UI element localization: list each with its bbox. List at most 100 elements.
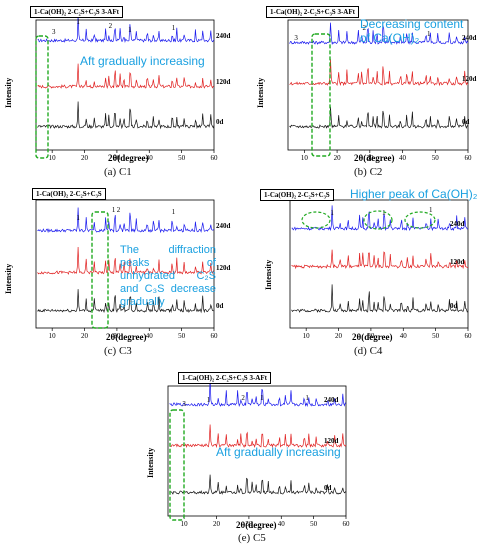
series-label-120d: 120d (324, 437, 339, 445)
series-line-0d (37, 289, 215, 314)
panel-c2: 10 20 30 40 50 60 240d 120d 0d 3 2 1 1-Ca(OH)₂ 2-C₂… (250, 0, 489, 182)
series-label-240d: 240d (216, 32, 231, 40)
x-axis-label-c4: 2θ(degree) (352, 332, 393, 342)
x-tick-label: 20 (213, 520, 221, 528)
series-line-120d (291, 249, 469, 270)
x-tick-label: 40 (146, 332, 154, 340)
annotation-c2-line1: Decreasing content (360, 17, 464, 31)
panel-c1: 10 20 30 40 50 60 240d 120d 0d 3 1 2 1 1 1-Ca(OH)₂ 2-… (0, 0, 240, 182)
plot-frame (167, 385, 347, 517)
x-tick-label: 20 (334, 154, 342, 162)
legend-box-c1: 1-Ca(OH)₂ 2-C₂S+C₃S 3-AFt (30, 6, 123, 18)
x-tick-label: 30 (367, 332, 375, 340)
x-tick-label: 60 (343, 520, 351, 528)
caption-c4: (d) C4 (354, 345, 383, 357)
caption-c3: (c) C3 (104, 345, 132, 357)
series-label-120d: 120d (216, 264, 231, 272)
plot-frame (287, 19, 469, 151)
series-label-120d: 120d (462, 75, 477, 83)
peak-marker: 1 (172, 208, 176, 216)
x-tick-label: 50 (432, 154, 440, 162)
highlight-ellipse (363, 210, 393, 230)
series-line-240d (169, 378, 347, 407)
x-tick-label: 30 (366, 154, 374, 162)
x-tick-label: 50 (310, 520, 318, 528)
x-tick-label: 10 (49, 154, 57, 162)
plot-frame (35, 199, 215, 329)
panel-c3: 10 20 30 40 50 60 240d 120d 0d 1 1 2 1 1-Ca(OH)₂ 2-C… (0, 182, 240, 360)
series-label-0d: 0d (450, 302, 458, 310)
x-tick-label: 60 (465, 154, 473, 162)
series-line-120d (37, 63, 214, 90)
peak-marker: 2 (109, 22, 113, 30)
peak-marker: 1 (260, 394, 264, 402)
highlight-box (169, 409, 185, 521)
peak-marker: 1 (207, 396, 211, 404)
y-axis-label-c2: Intensity (256, 77, 265, 108)
annotation-c4: Higher peak of Ca(OH)₂ (350, 187, 478, 201)
annotation-c1: Aft gradually increasing (80, 54, 205, 68)
series-line-120d (289, 59, 469, 87)
y-axis-label-c4: Intensity (264, 259, 273, 290)
series-label-0d: 0d (462, 118, 470, 126)
x-tick-label: 50 (178, 154, 186, 162)
legend-box-c2: 1-Ca(OH)₂ 2-C₂S+C₃S 3-AFt (266, 6, 359, 18)
panel-c4: 10 20 30 40 50 60 240d 120d 0d 1 1 1 1-Ca(OH)₂ 2-C₂… (250, 182, 489, 360)
peak-marker: 2 (363, 24, 367, 32)
series-line-0d (291, 284, 469, 313)
peak-marker: 1 (429, 206, 433, 214)
peak-marker: 1 (382, 209, 386, 217)
x-tick-label: 40 (399, 154, 407, 162)
series-line-0d (289, 106, 469, 129)
x-tick-label: 20 (81, 332, 89, 340)
x-tick-label: 10 (181, 520, 189, 528)
xrd-chart-c1: 10 20 30 40 50 60 240d 120d 0d 3 1 2 1 1 (35, 13, 231, 162)
x-tick-label: 60 (211, 332, 219, 340)
x-tick-label: 40 (146, 154, 154, 162)
peak-marker: 3 (52, 28, 56, 36)
xrd-chart-c4: 10 20 30 40 50 60 240d 120d 0d 1 1 1 (289, 199, 473, 340)
caption-c2: (b) C2 (354, 166, 383, 178)
series-label-240d: 240d (462, 34, 477, 42)
series-label-0d: 0d (216, 302, 224, 310)
highlight-box (35, 35, 49, 159)
annotation-c2-line2: of Ca(OH)₂ (360, 31, 420, 45)
xrd-chart-c5: 10 20 30 40 50 60 240d 120d 0d 3 1 2 1 1 (167, 378, 351, 528)
x-tick-label: 60 (465, 332, 473, 340)
legend-box-c5: 1-Ca(OH)₂ 2-C₂S+C₃S 3-AFt (178, 372, 271, 384)
series-label-0d: 0d (216, 118, 224, 126)
series-line-0d (37, 101, 215, 130)
highlight-ellipse (404, 211, 436, 229)
peak-marker: 2 (117, 206, 121, 214)
x-tick-label: 20 (81, 154, 89, 162)
series-line-120d (169, 424, 347, 449)
peak-marker: 1 (305, 394, 309, 402)
caption-c5: (e) C5 (238, 532, 266, 544)
x-tick-label: 40 (278, 520, 286, 528)
legend-box-c4: 1-Ca(OH)₂ 2-C₂S+C₃S (260, 189, 334, 201)
series-label-120d: 120d (216, 78, 231, 86)
x-tick-label: 30 (113, 332, 121, 340)
peak-marker: 1 (427, 30, 431, 38)
x-tick-label: 20 (335, 332, 343, 340)
series-line-240d (291, 205, 469, 232)
x-tick-label: 60 (211, 154, 219, 162)
series-label-240d: 240d (324, 396, 339, 404)
legend-box-c3: 1-Ca(OH)₂ 2-C₂S+C₃S (32, 188, 106, 200)
peak-marker: 2 (241, 394, 245, 402)
plot-frame (289, 199, 469, 329)
peak-marker: 1 (172, 24, 176, 32)
series-label-120d: 120d (450, 258, 465, 266)
x-axis-label-c5: 2θ(degree) (236, 520, 277, 530)
highlight-ellipse (301, 211, 331, 229)
peak-marker: 1 (330, 209, 334, 217)
x-tick-label: 10 (301, 154, 309, 162)
x-axis-label-c3: 2θ(degree) (106, 332, 147, 342)
x-tick-label: 50 (432, 332, 440, 340)
x-tick-label: 10 (49, 332, 57, 340)
x-tick-label: 30 (245, 520, 253, 528)
panel-c5: 10 20 30 40 50 60 240d 120d 0d 3 1 2 1 1 1-Ca(OH)₂ 2-… (140, 366, 370, 550)
peak-marker: 3 (294, 34, 298, 42)
peak-marker: 3 (182, 400, 186, 408)
highlight-box (311, 33, 331, 157)
